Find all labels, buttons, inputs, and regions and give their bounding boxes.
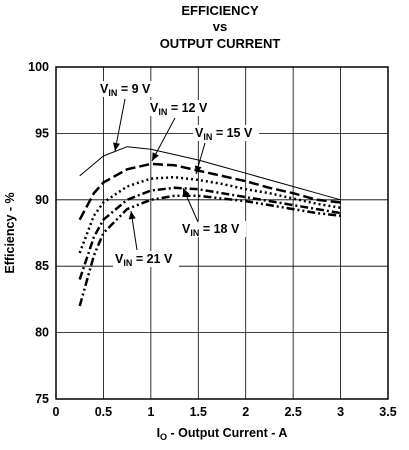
x-tick-label-6: 3 (337, 405, 344, 419)
annotation-label-2: VIN = 12 V (150, 101, 208, 117)
series-line-4 (78, 186, 341, 280)
series-annotations: VIN = 9 V VIN = 12 V VIN = 15 V VIN = 18 V V… (98, 81, 259, 268)
chart-title-line-1: EFFICIENCY (181, 3, 259, 18)
y-tick-label-0: 75 (35, 392, 49, 406)
annotation-label-1: VIN = 9 V (100, 82, 151, 98)
annotation-series-1: VIN = 9 V (98, 81, 164, 152)
annotation-series-4: VIN = 18 V (180, 187, 246, 238)
annotation-background (98, 81, 164, 97)
annotation-background (193, 125, 259, 141)
x-tick-label-5: 2.5 (284, 405, 301, 419)
annotation-arrow-line-1 (114, 98, 126, 152)
annotation-arrowhead-4 (183, 188, 190, 197)
annotation-series-2: VIN = 12 V (148, 100, 214, 162)
annotation-arrowhead-1 (113, 142, 120, 151)
x-tick-labels: 0 0.5 1 1.5 2 2.5 3 3.5 (53, 405, 397, 419)
y-tick-label-4: 95 (35, 126, 49, 140)
annotation-background (180, 221, 246, 237)
chart-title-line-2: vs (213, 19, 227, 34)
annotation-label-3: VIN = 15 V (195, 126, 253, 142)
series-line-1 (79, 146, 341, 201)
annotation-series-3: VIN = 15 V (193, 125, 259, 175)
y-tick-label-5: 100 (28, 60, 49, 74)
series-line-3 (78, 175, 341, 254)
y-tick-labels: 75 80 85 90 95 100 (28, 60, 49, 406)
chart-title: EFFICIENCY vs OUTPUT CURRENT (160, 3, 281, 51)
annotation-label-5: VIN = 21 V (115, 252, 173, 268)
chart-title-line-3: OUTPUT CURRENT (160, 36, 281, 51)
annotation-series-5: VIN = 21 V (113, 210, 179, 268)
x-tick-label-1: 0.5 (95, 405, 112, 419)
x-tick-label-2: 1 (147, 405, 154, 419)
annotation-background (113, 251, 179, 267)
annotation-arrow-line-2 (151, 117, 176, 162)
y-tick-label-1: 80 (35, 326, 49, 340)
annotation-arrowhead-3 (194, 165, 202, 174)
y-tick-label-2: 85 (35, 259, 49, 273)
y-tick-label-3: 90 (35, 193, 49, 207)
x-tick-label-7: 3.5 (379, 405, 396, 419)
plot-frame (55, 66, 389, 400)
y-axis-label: Efficiency - % (3, 192, 17, 273)
x-axis-label: IO - Output Current - A (157, 426, 288, 442)
x-tick-label-3: 1.5 (190, 405, 207, 419)
series-line-5 (78, 194, 341, 307)
x-tick-label-4: 2 (242, 405, 249, 419)
x-tick-label-0: 0 (53, 405, 60, 419)
annotation-background (148, 100, 214, 116)
annotation-label-4: VIN = 18 V (182, 222, 240, 238)
annotation-arrowhead-5 (128, 211, 136, 220)
annotation-arrowhead-2 (152, 152, 159, 161)
